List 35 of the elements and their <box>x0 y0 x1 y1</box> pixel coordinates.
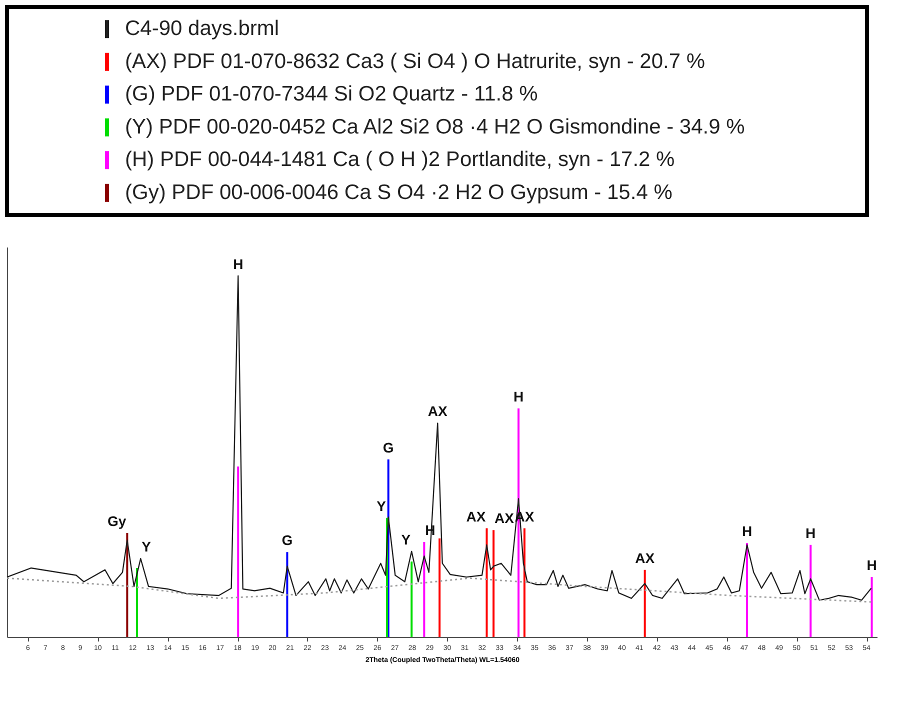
legend-label: (H) PDF 00-044-1481 Ca ( O H )2 Portlandite, syn - 17.2 % <box>125 148 675 172</box>
bar <box>746 543 748 637</box>
annotation: AX <box>466 508 486 524</box>
bar <box>810 544 812 637</box>
annotation: AX <box>428 403 448 420</box>
annotation: H <box>742 523 752 540</box>
bar <box>438 538 441 637</box>
annotation: H <box>866 557 877 574</box>
annotation: H <box>233 256 244 272</box>
annotation: Y <box>401 531 412 548</box>
legend-label: C4-90 days.brml <box>125 17 280 40</box>
annotation: Y <box>376 498 387 514</box>
bar <box>136 568 138 637</box>
bar <box>644 570 646 637</box>
annotation: G <box>282 532 293 548</box>
annotation: H <box>513 388 524 404</box>
annotation: Y <box>142 538 152 555</box>
bar <box>410 562 413 637</box>
annotation: AX <box>494 510 515 526</box>
annotation: H <box>806 524 816 541</box>
annotation: Gy <box>108 513 126 529</box>
legend-label: (G) PDF 01-070-7344 Si O2 Quartz - 11.8 % <box>125 82 538 106</box>
bar <box>237 466 240 637</box>
annotation: G <box>382 439 394 456</box>
legend-label: (Y) PDF 00-020-0452 Ca Al2 Si2 O8 ·4 H2 O Gismondine - 34.9 % <box>125 115 745 138</box>
legend-label: (Gy) PDF 00-006-0046 Ca S O4 ·2 H2 O Gypsum - 15.4 % <box>125 180 672 204</box>
bar <box>286 552 288 637</box>
bar <box>492 530 495 637</box>
bar <box>423 542 426 637</box>
bar <box>486 528 488 637</box>
bar <box>126 533 128 637</box>
legend-label: (AX) PDF 01-070-8632 Ca3 ( Si O4 ) O Hatrurite, syn - 20.7 % <box>125 50 706 73</box>
bar <box>870 577 873 637</box>
bar <box>523 528 526 637</box>
annotation: AX <box>635 550 656 566</box>
